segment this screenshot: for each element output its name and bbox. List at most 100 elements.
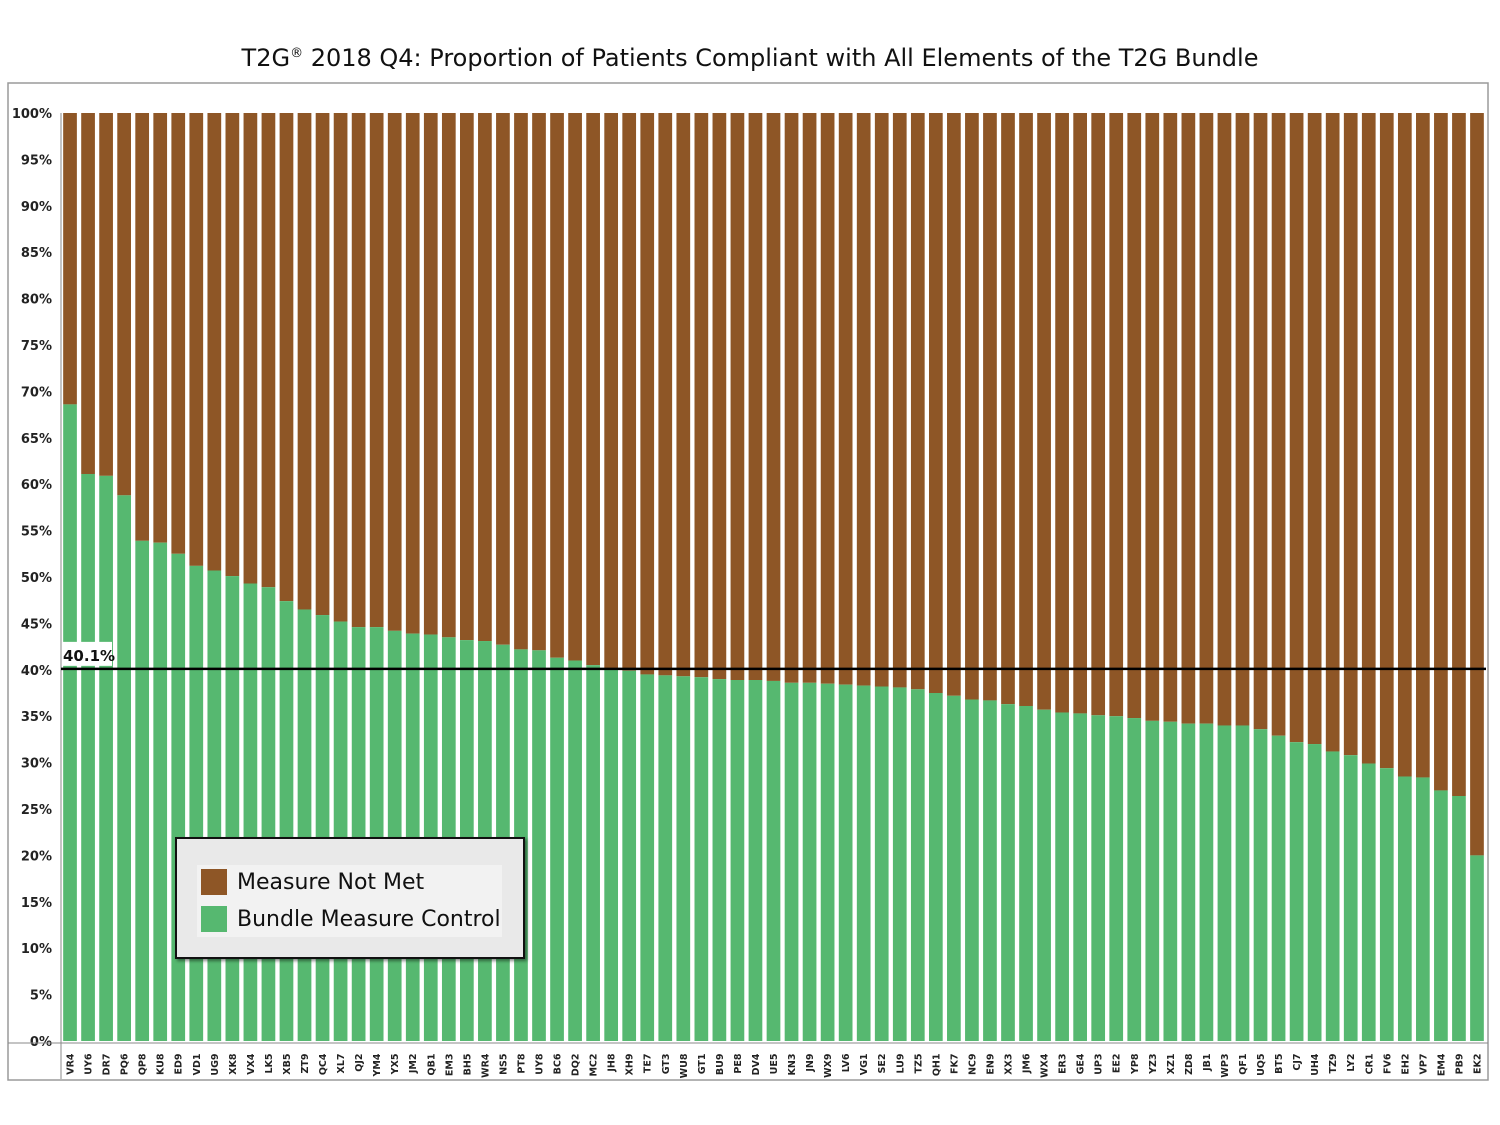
chart-title-registered-mark: ® — [290, 46, 304, 61]
bar-bundle-measure-control — [874, 686, 889, 1041]
bar-measure-not-met — [1452, 113, 1466, 797]
legend-item-bundle-measure-control: Bundle Measure Control — [201, 905, 501, 933]
x-tick-label: EH2 — [1400, 1054, 1411, 1075]
x-tick-label: ZD8 — [1184, 1053, 1195, 1075]
bar-measure-not-met — [153, 113, 168, 543]
y-tick-label: 40% — [21, 664, 52, 679]
bar-bundle-measure-control — [1199, 723, 1214, 1041]
y-tick-label: 5% — [30, 989, 52, 1004]
x-tick-label: DV4 — [751, 1053, 762, 1075]
bar-bundle-measure-control — [947, 695, 961, 1041]
bar-bundle-measure-control — [766, 680, 781, 1041]
bar-bundle-measure-control — [1145, 720, 1160, 1041]
bar-bundle-measure-control — [1470, 855, 1484, 1041]
chart-title-rest: 2018 Q4: Proportion of Patients Complian… — [303, 44, 1259, 72]
x-tick-label: WP3 — [1220, 1054, 1231, 1078]
bar-bundle-measure-control — [1343, 755, 1358, 1041]
x-tick-label: UQ5 — [1256, 1054, 1267, 1076]
y-tick-label: 10% — [21, 942, 52, 957]
bar-measure-not-met — [532, 113, 546, 651]
y-tick-label: 50% — [21, 571, 52, 586]
bar-measure-not-met — [1217, 113, 1232, 726]
bar-measure-not-met — [1163, 113, 1178, 722]
bar-bundle-measure-control — [568, 660, 582, 1041]
bar-bundle-measure-control — [261, 587, 276, 1041]
legend-label-bundle-measure-control: Bundle Measure Control — [237, 906, 501, 932]
bar-bundle-measure-control — [63, 404, 77, 1042]
x-tick-label: FK7 — [949, 1054, 960, 1074]
y-tick-label: 15% — [21, 896, 52, 911]
bar-bundle-measure-control — [604, 669, 619, 1041]
bar-bundle-measure-control — [333, 621, 348, 1041]
bar-measure-not-met — [423, 113, 438, 635]
bar-measure-not-met — [1271, 113, 1286, 736]
bar-measure-not-met — [1289, 113, 1304, 743]
x-tick-label: UE5 — [769, 1054, 780, 1075]
x-tick-label: UY8 — [535, 1053, 546, 1075]
bar-measure-not-met — [117, 113, 131, 496]
bar-bundle-measure-control — [243, 583, 258, 1041]
bar-measure-not-met — [1199, 113, 1214, 724]
bar-measure-not-met — [766, 113, 781, 681]
bar-measure-not-met — [550, 113, 564, 658]
bar-bundle-measure-control — [622, 670, 637, 1041]
chart-title-main: T2G — [241, 44, 291, 72]
y-tick-label: 70% — [21, 385, 52, 400]
x-tick-label: EM4 — [1436, 1053, 1447, 1076]
bar-measure-not-met — [1145, 113, 1160, 721]
legend-inner-panel: Measure Not Met Bundle Measure Control — [197, 865, 502, 937]
y-tick-label: 95% — [21, 153, 52, 168]
bar-bundle-measure-control — [207, 570, 222, 1041]
bar-measure-not-met — [1343, 113, 1358, 756]
x-tick-label: YP8 — [1130, 1053, 1141, 1075]
bar-measure-not-met — [496, 113, 510, 645]
x-tick-label: UY6 — [84, 1053, 95, 1075]
bar-measure-not-met — [171, 113, 186, 554]
reference-label-background — [62, 641, 112, 666]
x-tick-label: LV6 — [841, 1053, 852, 1072]
y-tick-label: 100% — [12, 107, 52, 122]
bar-bundle-measure-control — [658, 675, 673, 1041]
bar-bundle-measure-control — [676, 676, 691, 1041]
x-tick-label: JN9 — [805, 1054, 816, 1073]
bar-measure-not-met — [81, 113, 95, 474]
bar-measure-not-met — [1434, 113, 1448, 791]
x-tick-label: GT3 — [661, 1054, 672, 1075]
x-tick-label: NC9 — [967, 1054, 978, 1076]
bar-bundle-measure-control — [1037, 709, 1051, 1041]
bar-bundle-measure-control — [1452, 796, 1466, 1041]
bar-measure-not-met — [820, 113, 835, 684]
bar-measure-not-met — [568, 113, 582, 661]
bar-measure-not-met — [874, 113, 889, 687]
bar-bundle-measure-control — [1109, 716, 1124, 1041]
x-tick-label: VD1 — [192, 1054, 203, 1076]
x-tick-label: LU9 — [895, 1054, 906, 1074]
bar-measure-not-met — [586, 113, 600, 666]
bar-measure-not-met — [189, 113, 204, 566]
bar-measure-not-met — [983, 113, 997, 701]
bar-bundle-measure-control — [1001, 704, 1015, 1041]
chart-title: T2G® 2018 Q4: Proportion of Patients Com… — [0, 44, 1500, 72]
bar-bundle-measure-control — [640, 674, 655, 1041]
bar-measure-not-met — [965, 113, 979, 700]
bar-measure-not-met — [63, 113, 77, 405]
y-tick-label: 75% — [21, 339, 52, 354]
bar-measure-not-met — [135, 113, 150, 541]
bar-bundle-measure-control — [550, 657, 564, 1041]
bar-measure-not-met — [297, 113, 312, 610]
x-tick-label: LY2 — [1346, 1054, 1357, 1072]
x-tick-label: WU8 — [679, 1053, 690, 1078]
bar-measure-not-met — [1037, 113, 1051, 710]
x-tick-label: WX9 — [823, 1054, 834, 1078]
bar-bundle-measure-control — [171, 553, 186, 1041]
x-tick-label: QB1 — [426, 1054, 437, 1076]
bar-measure-not-met — [1379, 113, 1394, 769]
x-tick-label: XZ1 — [1166, 1054, 1177, 1075]
x-tick-label: CR1 — [1364, 1054, 1375, 1075]
bar-bundle-measure-control — [586, 665, 600, 1041]
bar-bundle-measure-control — [1235, 725, 1250, 1041]
legend-label-measure-not-met: Measure Not Met — [237, 869, 425, 895]
bar-bundle-measure-control — [315, 615, 330, 1041]
bar-bundle-measure-control — [135, 540, 150, 1041]
x-tick-label: VG1 — [859, 1054, 870, 1076]
